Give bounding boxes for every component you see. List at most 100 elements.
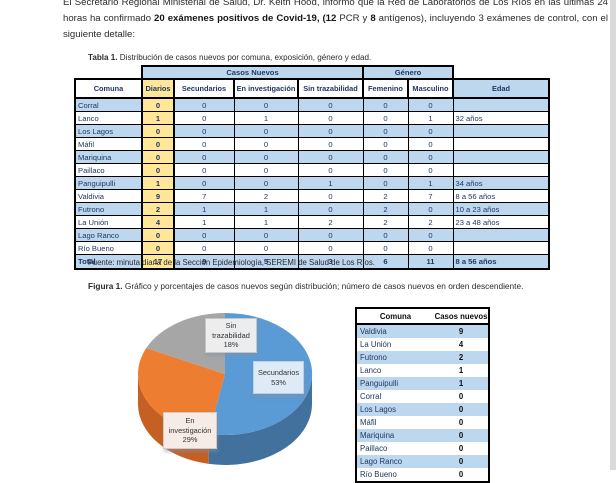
casos-cell: 1 xyxy=(434,377,489,390)
ranking-header-comuna: Comuna xyxy=(356,308,434,325)
diarios-cell: 0 xyxy=(141,124,175,138)
comuna-cell: Máfil xyxy=(74,137,143,151)
diarios-cell: 0 xyxy=(141,97,175,112)
casos-cell: 0 xyxy=(458,392,464,401)
value-cell: 5 xyxy=(233,254,299,270)
list-item: Lanco 1 xyxy=(356,364,489,377)
value-cell: 0 xyxy=(362,111,409,125)
list-item: Valdivia 9 xyxy=(356,324,489,338)
value-cell: 0 xyxy=(173,137,235,151)
column-header-comuna: Comuna xyxy=(74,78,143,99)
ranking-header-casos: Casos nuevos xyxy=(434,308,489,325)
value-cell: 0 xyxy=(173,124,235,138)
value-cell: 1 xyxy=(297,176,364,190)
value-cell: 0 xyxy=(233,137,299,151)
value-cell: 2 xyxy=(233,189,299,203)
value-cell: 0 xyxy=(173,241,235,255)
intro-bold-positivos: 20 exámenes positivos de Covid-19, (12 xyxy=(154,12,337,24)
band-spacer xyxy=(75,66,142,79)
tabla1-body: Corral 0 0 0 0 0 0 Lanco 1 0 1 0 0 1 32 años Los Lagos 0… xyxy=(74,97,550,270)
value-cell: 2 xyxy=(297,215,364,229)
comuna-cell: Panguipulli xyxy=(356,377,434,390)
table-row: Los Lagos 0 0 0 0 0 0 xyxy=(74,124,550,138)
figura1-caption-text: Gráfico y porcentajes de casos nuevos se… xyxy=(124,281,524,291)
value-cell: 0 xyxy=(407,241,454,255)
pie-label-en-investigacion: En investigación 29% xyxy=(163,412,217,449)
diarios-cell: 0 xyxy=(141,137,175,151)
value-cell: 1 xyxy=(407,111,454,125)
list-item: Lago Ranco 0 xyxy=(356,455,489,468)
scrollbar[interactable] xyxy=(610,0,616,470)
value-cell: 0 xyxy=(407,150,454,164)
value-cell: 1 xyxy=(233,215,299,229)
list-item: Máfil 0 xyxy=(356,416,489,429)
comuna-cell: Corral xyxy=(360,392,382,401)
diarios-cell: 1 xyxy=(141,111,175,125)
comuna-cell: Panguipulli xyxy=(74,176,143,190)
value-cell: 1 xyxy=(173,202,235,216)
document-page: El Secretario Regional Ministerial de Sa… xyxy=(63,0,616,483)
table-row: Mariquina 0 0 0 0 0 0 xyxy=(74,150,550,164)
value-cell: 0 xyxy=(297,228,364,242)
fuente-note: Fuente: minuta diaria de la Sección Epid… xyxy=(88,258,375,267)
casos-cell: 4 xyxy=(458,340,464,349)
value-cell: 0 xyxy=(297,202,364,216)
casos-cell: 0 xyxy=(458,418,464,427)
value-cell: 0 xyxy=(407,124,454,138)
comuna-cell: Paillaco xyxy=(360,444,388,453)
value-cell: 0 xyxy=(233,163,299,177)
edad-cell xyxy=(452,124,550,138)
pie-label-text: Secundarios xyxy=(257,368,300,377)
value-cell: 0 xyxy=(233,124,299,138)
intro-bold-antigenos-count: 8 xyxy=(370,12,376,24)
value-cell: 0 xyxy=(173,228,235,242)
table-row: Panguipulli 1 0 0 1 0 1 34 años xyxy=(74,176,550,190)
column-header-femenino: Femenino xyxy=(362,78,409,99)
value-cell: 2 xyxy=(362,215,409,229)
tabla1-band-row: Casos Nuevos Género xyxy=(75,65,549,80)
column-header-en-investigacion: En investigación xyxy=(233,78,299,99)
table-row: Río Bueno 0 0 0 0 0 0 xyxy=(74,241,550,255)
tabla1-header-row: Comuna Diarios Secundarios En investigac… xyxy=(74,78,550,99)
value-cell: 11 xyxy=(407,254,454,270)
edad-cell xyxy=(452,228,550,242)
value-cell: 0 xyxy=(362,97,409,112)
figura1-caption-label: Figura 1. xyxy=(88,281,123,291)
edad-cell: 34 años xyxy=(452,176,550,190)
value-cell: 0 xyxy=(362,241,409,255)
ranking-body: Valdivia 9 La Unión 4 Futrono 2 Lanco 1 Panguipu… xyxy=(356,324,489,482)
comuna-cell: La Unión xyxy=(74,215,143,229)
table-row: Valdivia 9 7 2 0 2 7 8 a 56 años xyxy=(74,189,550,203)
pie-label-text: En investigación xyxy=(168,416,212,435)
pie-label-secundarios: Secundarios 53% xyxy=(253,361,304,395)
value-cell: 3 xyxy=(297,254,364,270)
value-cell: 0 xyxy=(173,163,235,177)
table-row: Lanco 1 0 1 0 0 1 32 años xyxy=(74,111,550,125)
intro-text: antígenos), incluyendo 3 exámenes de con… xyxy=(63,12,608,40)
edad-cell xyxy=(452,137,550,151)
value-cell: 1 xyxy=(233,202,299,216)
value-cell: 0 xyxy=(407,97,454,112)
value-cell: 0 xyxy=(297,111,364,125)
comuna-cell: Lanco xyxy=(360,366,382,375)
comuna-cell: Futrono xyxy=(356,351,434,364)
comuna-cell: Futrono xyxy=(74,202,143,216)
value-cell: 0 xyxy=(362,150,409,164)
value-cell: 0 xyxy=(407,228,454,242)
ranking-header-row: Comuna Casos nuevos xyxy=(356,308,489,325)
edad-cell xyxy=(452,150,550,164)
value-cell: 0 xyxy=(233,241,299,255)
column-header-masculino: Masculino xyxy=(407,78,454,99)
intro-text: PCR y xyxy=(336,12,371,24)
comuna-cell: Total xyxy=(74,254,143,270)
edad-cell: 23 a 48 años xyxy=(452,215,550,229)
pie-label-percent: 53% xyxy=(271,377,286,387)
edad-cell xyxy=(452,163,550,177)
list-item: Futrono 2 xyxy=(356,351,489,364)
value-cell: 0 xyxy=(362,137,409,151)
table-row: La Unión 4 1 1 2 2 2 23 a 48 años xyxy=(74,215,550,229)
value-cell: 1 xyxy=(407,176,454,190)
pie-label-percent: 29% xyxy=(182,435,198,445)
comuna-cell: Lago Ranco xyxy=(74,228,143,242)
tabla1: Casos Nuevos Género Comuna Diarios Secun… xyxy=(74,65,550,270)
